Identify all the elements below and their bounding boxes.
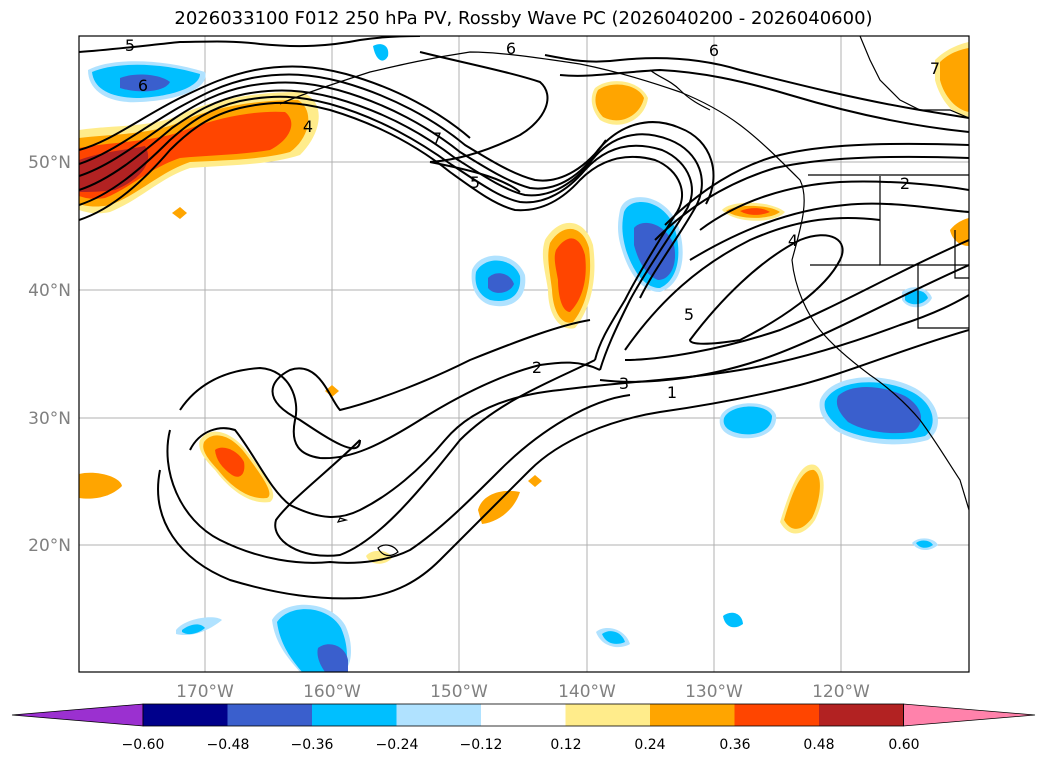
colorbar-segment bbox=[481, 704, 566, 726]
colorbar-segment bbox=[312, 704, 397, 726]
colorbar-tick-label: −0.36 bbox=[291, 737, 334, 753]
contour-label: 5 bbox=[684, 305, 694, 324]
contour-label: 7 bbox=[432, 129, 442, 148]
pv-anomaly-fills bbox=[79, 42, 969, 672]
contour-label: 5 bbox=[125, 36, 135, 55]
contour-label: 4 bbox=[303, 117, 313, 136]
lon-label: 150°W bbox=[430, 682, 488, 702]
streamfunction-contours bbox=[79, 36, 969, 600]
gridlines bbox=[79, 36, 969, 672]
colorbar-tick-label: −0.12 bbox=[460, 737, 503, 753]
colorbar-extend-low bbox=[11, 703, 144, 727]
latitude-labels: 50°N 40°N 30°N 20°N bbox=[28, 153, 71, 556]
colorbar-tick-label: −0.48 bbox=[207, 737, 250, 753]
contour-labels: 5 6 6 6 7 4 7 5 2 4 5 2 3 1 bbox=[125, 36, 940, 402]
contour-label: 1 bbox=[667, 383, 677, 402]
contour-label: 3 bbox=[619, 374, 629, 393]
contour-label: 6 bbox=[138, 76, 148, 95]
colorbar-extend-high bbox=[903, 703, 1036, 727]
lon-label: 170°W bbox=[176, 682, 234, 702]
contour-label: 6 bbox=[709, 41, 719, 60]
map-frame bbox=[78, 35, 970, 673]
lat-label: 40°N bbox=[28, 281, 71, 301]
contour-label: 2 bbox=[900, 174, 910, 193]
colorbar-outline bbox=[142, 703, 904, 727]
coastlines bbox=[279, 36, 969, 557]
colorbar-tick-label: −0.60 bbox=[122, 737, 165, 753]
lon-label: 160°W bbox=[303, 682, 361, 702]
contour-label: 5 bbox=[470, 173, 480, 192]
contour-label: 6 bbox=[506, 39, 516, 58]
lat-label: 30°N bbox=[28, 409, 71, 429]
lon-label: 120°W bbox=[812, 682, 870, 702]
map-title: 2026033100 F012 250 hPa PV, Rossby Wave … bbox=[174, 8, 873, 29]
contour-label: 4 bbox=[788, 231, 798, 250]
colorbar-tick-label: 0.12 bbox=[550, 737, 581, 753]
longitude-labels: 170°W 160°W 150°W 140°W 130°W 120°W bbox=[176, 682, 870, 702]
colorbar-tick-labels: −0.60 −0.48 −0.36 −0.24 −0.12 0.12 0.24 … bbox=[122, 737, 920, 753]
colorbar-tick-label: 0.24 bbox=[634, 737, 665, 753]
colorbar-segment bbox=[819, 704, 904, 726]
lat-label: 50°N bbox=[28, 153, 71, 173]
colorbar-segment bbox=[650, 704, 735, 726]
colorbar bbox=[11, 703, 1036, 727]
colorbar-segment bbox=[565, 704, 651, 726]
colorbar-tick-label: −0.24 bbox=[376, 737, 419, 753]
contour-label: 2 bbox=[532, 358, 542, 377]
colorbar-tick-label: 0.36 bbox=[719, 737, 750, 753]
colorbar-segment bbox=[396, 704, 482, 726]
colorbar-segment bbox=[143, 704, 228, 726]
contour-label: 7 bbox=[930, 59, 940, 78]
colorbar-segment bbox=[734, 704, 820, 726]
colorbar-tick-label: 0.48 bbox=[803, 737, 834, 753]
lon-label: 130°W bbox=[685, 682, 743, 702]
lon-label: 140°W bbox=[558, 682, 616, 702]
lat-label: 20°N bbox=[28, 536, 71, 556]
colorbar-tick-label: 0.60 bbox=[888, 737, 919, 753]
colorbar-segment bbox=[227, 704, 313, 726]
